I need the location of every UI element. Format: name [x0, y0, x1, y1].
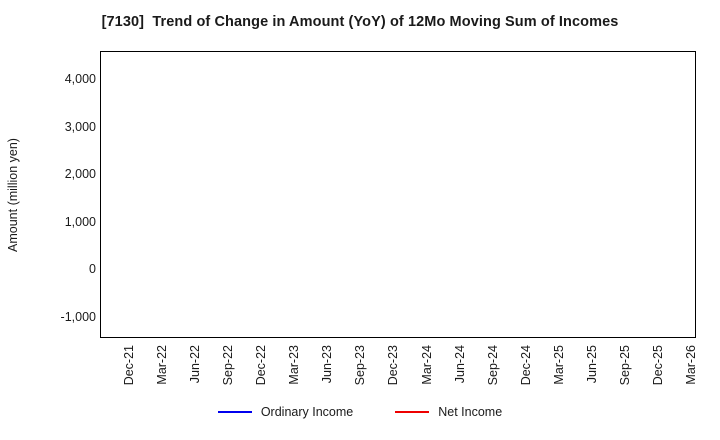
x-axis-tick-label: Mar-25	[552, 345, 566, 385]
legend-color-swatch	[395, 411, 430, 413]
legend-label: Ordinary Income	[260, 405, 354, 419]
legend-item[interactable]: Net Income	[395, 405, 502, 419]
y-axis-tick-label: 4,000	[64, 72, 96, 87]
x-axis-tick-label: Sep-23	[353, 345, 368, 386]
x-axis-tick-label: Mar-23	[287, 345, 302, 385]
y-axis-tick-label: 1,000	[64, 214, 96, 229]
chart-legend: Ordinary Income Net Income	[0, 405, 720, 419]
x-axis-tick-label: Mar-22	[154, 345, 169, 385]
y-axis-title: Amount (million yen)	[2, 50, 24, 340]
plot-border	[100, 51, 696, 338]
x-axis-tick-label: Dec-23	[386, 345, 401, 386]
legend-color-swatch	[217, 411, 252, 413]
x-axis-tick-label: Dec-21	[121, 345, 136, 386]
chart-title: [7130] Trend of Change in Amount (YoY) o…	[101, 14, 619, 30]
x-axis-tick-label: Jun-24	[452, 345, 467, 384]
x-axis-tick-label: Sep-22	[220, 345, 235, 386]
legend-item[interactable]: Ordinary Income	[217, 405, 354, 419]
x-axis-tick-label: Dec-24	[518, 345, 533, 386]
x-axis-tick-label: Dec-25	[651, 345, 666, 386]
x-axis-tick-label: Jun-23	[320, 345, 335, 384]
x-axis-tick-labels: Dec-21 Mar-22 Jun-22 Sep-22 Dec-22 Mar-23 Jun-…	[100, 345, 699, 405]
y-axis-tick-label: 2,000	[64, 167, 96, 182]
y-axis-tick-label: -1,000	[60, 309, 96, 324]
x-axis-tick-label: Jun-25	[585, 345, 600, 384]
x-axis-tick-label: Jun-22	[187, 345, 202, 384]
x-axis-tick-label: Sep-24	[485, 345, 500, 386]
x-axis-tick-label: Mar-26	[684, 345, 699, 385]
y-axis-tick-label: 0	[89, 262, 96, 277]
y-axis-tick-label: 3,000	[64, 119, 96, 134]
x-axis-tick-label: Dec-22	[254, 345, 268, 386]
x-axis-tick-label: Mar-24	[419, 345, 434, 385]
y-axis-tick-labels: -1,000 0 1,000 2,000 3,000 4,000	[34, 51, 96, 338]
y-axis-title-text: Amount (million yen)	[6, 138, 20, 252]
plot-area	[100, 51, 696, 338]
x-axis-tick-label: Sep-25	[618, 345, 633, 386]
legend-label: Net Income	[438, 405, 503, 419]
